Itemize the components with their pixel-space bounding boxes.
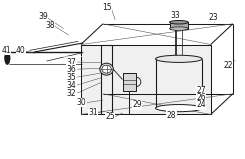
Text: 26: 26 — [196, 93, 206, 102]
Text: 30: 30 — [76, 98, 86, 107]
Text: 27: 27 — [196, 86, 206, 95]
Text: 32: 32 — [66, 89, 76, 97]
Text: 39: 39 — [38, 12, 48, 21]
Text: 34: 34 — [66, 81, 76, 90]
Ellipse shape — [5, 52, 10, 65]
Text: 35: 35 — [66, 73, 76, 82]
Ellipse shape — [100, 63, 113, 75]
Text: 24: 24 — [196, 100, 206, 109]
Ellipse shape — [102, 65, 111, 73]
Text: 23: 23 — [208, 13, 218, 22]
Ellipse shape — [170, 21, 188, 24]
Bar — [122, 73, 136, 91]
Text: 36: 36 — [66, 65, 76, 74]
Text: 40: 40 — [16, 46, 26, 55]
Ellipse shape — [156, 105, 202, 112]
Bar — [170, 22, 188, 29]
Text: 29: 29 — [132, 100, 142, 109]
Text: 28: 28 — [167, 111, 176, 120]
Text: 22: 22 — [223, 61, 233, 70]
Text: 38: 38 — [45, 21, 55, 30]
Text: 25: 25 — [105, 112, 115, 121]
Text: 33: 33 — [170, 11, 180, 20]
Bar — [81, 45, 211, 114]
Ellipse shape — [170, 27, 188, 30]
Ellipse shape — [156, 55, 202, 62]
Text: 15: 15 — [102, 3, 111, 12]
Text: 37: 37 — [66, 58, 76, 66]
Text: 31: 31 — [88, 108, 98, 117]
Text: 41: 41 — [1, 46, 11, 55]
